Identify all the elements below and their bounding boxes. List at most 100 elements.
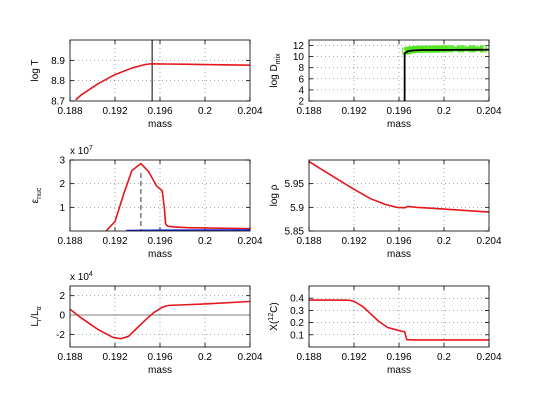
axes-frame: [69, 39, 251, 102]
x-tick-label: 0.2: [198, 352, 212, 363]
y-tick-label: 6: [298, 74, 304, 85]
y-label-subscript: mix: [275, 53, 282, 64]
series-line-red: [75, 62, 250, 101]
y-axis-label: X(12C): [268, 302, 280, 330]
y-label-subscript: nuc: [36, 187, 43, 199]
y-label-subscript: r: [36, 318, 43, 321]
x-tick-label: 0.196: [147, 352, 172, 363]
y-tick-label: 8.9: [51, 56, 65, 67]
x-tick-label: 0.196: [386, 352, 411, 363]
y-tick-label: 0.4: [290, 294, 304, 305]
series-line-red: [105, 162, 250, 231]
x-tick-label: 0.196: [386, 106, 411, 117]
data-point-marker: [457, 45, 465, 53]
x-tick-label: 0.188: [57, 352, 82, 363]
x-tick-label: 0.204: [476, 236, 501, 247]
data-point-marker: [439, 45, 447, 53]
x-tick-label: 0.188: [57, 106, 82, 117]
x-tick-label: 0.2: [437, 352, 451, 363]
y-tick-label: 2: [59, 179, 65, 190]
y-axis-label: Lr/Lα: [30, 306, 43, 326]
x-tick-label: 0.192: [102, 236, 127, 247]
plot-area: [70, 300, 250, 340]
y-tick-label: 0.2: [290, 318, 304, 329]
y-tick-label: 8.7: [51, 97, 65, 108]
y-tick-label: 10: [293, 52, 305, 63]
y-axis-label: log Dmix: [269, 53, 282, 88]
y-tick-label: 12: [293, 41, 305, 52]
y-tick-label: 5.95: [285, 179, 305, 190]
x-tick-label: 0.192: [341, 106, 366, 117]
plot-area: [75, 40, 250, 101]
chart-eps_nuc: 0.188 0.192 0.196 0.2 0.204 1 2 3 mass εnuc x 107: [30, 145, 263, 260]
x-tick-label: 0.2: [437, 106, 451, 117]
exponent-base: x 10: [70, 146, 89, 157]
series-line-blue: [126, 229, 250, 231]
axis-exponent: x 104: [70, 271, 93, 283]
data-point-marker: [446, 45, 454, 53]
y-axis-label: εnuc: [30, 187, 43, 203]
y-tick-label: -2: [56, 330, 65, 341]
y-label-mid: /L: [30, 310, 41, 319]
y-label-main: L: [30, 321, 41, 327]
y-label-end: C): [269, 302, 280, 313]
y-tick-label: 0.3: [290, 306, 304, 317]
plot-area: [309, 160, 489, 213]
axes-frame: [308, 159, 490, 232]
x-tick-label: 0.2: [437, 236, 451, 247]
x-tick-label: 0.196: [147, 236, 172, 247]
y-tick-label: 2: [298, 97, 304, 108]
axes-frame: [308, 285, 490, 348]
y-label-main: ε: [30, 198, 41, 203]
axes-frame: [308, 39, 490, 102]
y-label-main: log T: [30, 59, 41, 81]
x-tick-label: 0.192: [102, 106, 127, 117]
x-axis-label: mass: [148, 365, 172, 376]
x-axis-label: mass: [148, 249, 172, 260]
y-tick-label: 1: [59, 203, 65, 214]
series-line-black: [403, 48, 489, 101]
exponent-power: 7: [89, 145, 93, 152]
y-tick-label: 8: [298, 63, 304, 74]
chart-logT: 0.188 0.192 0.196 0.2 0.204 8.7 8.8 8.9 mass log …: [30, 39, 263, 130]
plot-area: [309, 299, 489, 341]
y-label-main: log D: [269, 64, 280, 87]
x-tick-label: 0.196: [386, 236, 411, 247]
y-tick-label: 0.1: [290, 330, 304, 341]
y-axis-label: log ρ: [269, 184, 280, 206]
x-tick-label: 0.192: [341, 236, 366, 247]
x-tick-label: 0.188: [57, 236, 82, 247]
exponent-base: x 10: [70, 272, 89, 283]
x-axis-label: mass: [387, 249, 411, 260]
series-line-red: [309, 160, 489, 213]
x-axis-label: mass: [387, 365, 411, 376]
y-label-subscript: α: [36, 306, 43, 310]
chart-logrho: 0.188 0.192 0.196 0.2 0.204 5.85 5.9 5.95 mass lo…: [269, 159, 502, 260]
y-tick-label: 8.8: [51, 76, 65, 87]
x-tick-label: 0.204: [237, 236, 262, 247]
x-tick-label: 0.2: [198, 236, 212, 247]
x-tick-label: 0.192: [102, 352, 127, 363]
x-tick-label: 0.196: [147, 106, 172, 117]
x-tick-label: 0.188: [296, 106, 321, 117]
x-tick-label: 0.204: [476, 352, 501, 363]
chart-xc12: 0.188 0.192 0.196 0.2 0.2040.10.20.30.4massX…: [268, 285, 502, 376]
axes-frame: [69, 159, 251, 232]
series-line-red: [309, 299, 489, 341]
y-label-main: log ρ: [269, 184, 280, 206]
series-line-red: [70, 300, 250, 340]
y-tick-label: 4: [298, 85, 304, 96]
y-tick-label: 5.85: [285, 227, 305, 238]
y-tick-label: 2: [59, 291, 65, 302]
plot-area: [402, 45, 489, 101]
axes-frame: [69, 285, 251, 348]
axis-exponent: x 107: [70, 145, 93, 157]
x-tick-label: 0.188: [296, 236, 321, 247]
y-tick-label: 0: [59, 311, 65, 322]
y-tick-label: 5.9: [290, 203, 304, 214]
y-axis-label: log T: [30, 59, 41, 81]
plot-area: [105, 162, 250, 231]
x-tick-label: 0.204: [476, 106, 501, 117]
x-axis-label: mass: [387, 119, 411, 130]
